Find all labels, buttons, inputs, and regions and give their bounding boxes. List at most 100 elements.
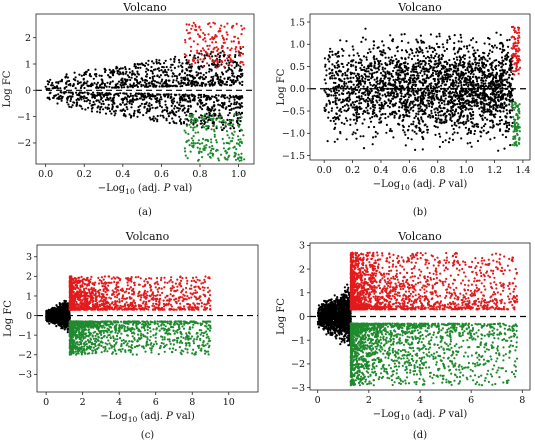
point-down (222, 119, 225, 122)
point-ns (160, 80, 163, 83)
point-ns (431, 95, 434, 98)
point-ns (241, 72, 244, 75)
point-ns (166, 96, 169, 99)
point-ns (78, 94, 81, 97)
point-ns (461, 106, 464, 109)
point-ns (386, 94, 390, 97)
point-ns (66, 98, 69, 101)
point-down (221, 137, 224, 141)
point-ns (429, 116, 432, 119)
point-ns (220, 63, 223, 66)
point-ns (354, 68, 358, 71)
point-ns (335, 61, 338, 64)
point-ns (134, 94, 137, 97)
point-ns (63, 92, 66, 95)
point-ns (96, 91, 99, 94)
point-ns (474, 61, 477, 64)
point-up (216, 49, 219, 53)
point-ns (428, 47, 431, 50)
point-ns (189, 82, 193, 85)
point-ns (472, 73, 475, 76)
point-ns (410, 57, 414, 61)
point-ns (182, 77, 185, 80)
point-ns (436, 108, 439, 112)
point-ns (168, 112, 171, 115)
point-up (226, 46, 229, 50)
point-ns (125, 106, 128, 109)
point-ns (433, 108, 436, 111)
point-ns (419, 63, 422, 66)
point-ns (459, 64, 462, 67)
point-ns (168, 121, 171, 125)
point-ns (343, 82, 346, 85)
point-ns (403, 73, 406, 76)
point-ns (95, 75, 98, 78)
point-ns (476, 93, 479, 96)
point-down (204, 139, 207, 142)
point-down (513, 141, 516, 145)
point-ns (123, 86, 126, 89)
point-ns (145, 111, 148, 114)
point-ns (475, 105, 478, 108)
point-ns (341, 105, 344, 109)
point-ns (507, 76, 510, 79)
point-ns (154, 97, 157, 100)
point-ns (413, 116, 416, 120)
point-up (190, 27, 193, 30)
point-ns (460, 40, 463, 43)
point-ns (453, 61, 457, 64)
point-ns (415, 47, 418, 51)
point-ns (108, 107, 111, 110)
point-ns (501, 79, 504, 82)
point-ns (397, 87, 400, 90)
point-down (237, 157, 240, 160)
point-up (514, 42, 517, 45)
point-ns (354, 108, 357, 111)
point-ns (341, 74, 344, 77)
point-up (515, 65, 519, 68)
point-ns (415, 51, 418, 54)
point-ns (191, 94, 194, 98)
point-ns (440, 58, 443, 61)
point-ns (96, 106, 99, 109)
point-ns (160, 98, 163, 101)
point-ns (196, 103, 199, 106)
point-ns (118, 73, 121, 76)
point-ns (486, 94, 489, 98)
point-ns (136, 115, 139, 118)
point-ns (361, 92, 364, 95)
point-ns (475, 41, 478, 44)
point-ns (497, 123, 500, 126)
point-ns (187, 97, 191, 100)
point-ns (395, 71, 398, 74)
point-ns (465, 45, 469, 48)
point-ns (187, 107, 190, 110)
point-ns (195, 74, 198, 77)
point-ns (140, 92, 143, 95)
point-ns (107, 103, 110, 106)
point-down (240, 141, 243, 145)
point-up (231, 25, 234, 28)
point-down (512, 130, 515, 133)
point-ns (342, 65, 345, 68)
point-ns (510, 67, 513, 70)
point-ns (69, 97, 73, 101)
point-ns (398, 106, 401, 109)
point-ns (483, 76, 486, 79)
point-up (190, 62, 193, 66)
point-ns (488, 37, 491, 40)
point-ns (122, 114, 125, 117)
point-ns (372, 47, 375, 50)
point-ns (122, 73, 125, 76)
point-ns (445, 80, 449, 83)
point-ns (340, 85, 343, 88)
point-ns (464, 68, 467, 72)
point-ns (79, 86, 82, 90)
point-ns (238, 82, 242, 85)
point-up (234, 50, 237, 53)
point-ns (447, 87, 450, 90)
point-down (513, 125, 516, 128)
point-ns (92, 100, 95, 104)
point-ns (382, 70, 385, 73)
point-ns (478, 86, 481, 89)
